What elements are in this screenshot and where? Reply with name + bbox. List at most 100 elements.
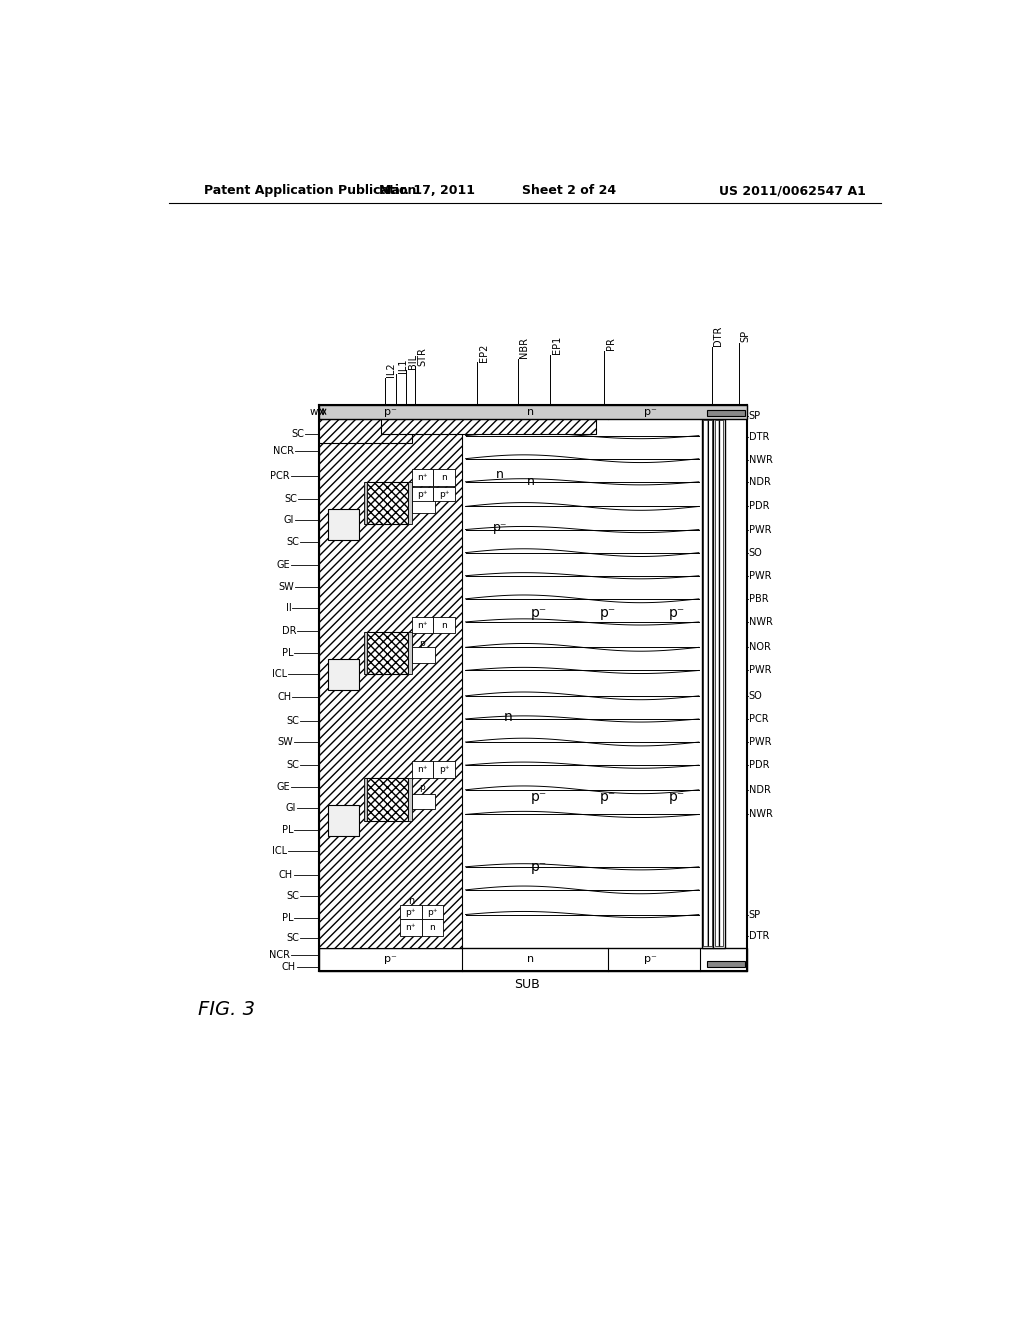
Bar	[412, 487, 433, 502]
Text: CH: CH	[279, 870, 293, 879]
Text: NWR: NWR	[749, 809, 773, 820]
Bar	[422, 906, 443, 919]
Bar	[366, 632, 408, 675]
Text: p⁻: p⁻	[600, 606, 616, 619]
Text: n⁺: n⁺	[417, 473, 428, 482]
Text: PDR: PDR	[749, 502, 769, 511]
Text: NBR: NBR	[519, 337, 529, 358]
Bar	[412, 793, 435, 809]
Bar	[707, 411, 745, 416]
Text: GE: GE	[276, 560, 290, 570]
Text: p⁻: p⁻	[530, 791, 547, 804]
Bar	[408, 779, 412, 821]
Text: n⁺: n⁺	[417, 766, 428, 775]
Bar	[319, 948, 746, 970]
Bar	[329, 805, 359, 836]
Text: GI: GI	[284, 515, 294, 525]
Text: n⁺: n⁺	[406, 923, 416, 932]
Text: n⁺: n⁺	[417, 620, 428, 630]
Text: NOR: NOR	[749, 643, 771, 652]
Text: DTR: DTR	[714, 326, 723, 346]
Text: p⁻: p⁻	[644, 407, 656, 417]
Text: Mar. 17, 2011: Mar. 17, 2011	[379, 185, 475, 197]
Bar	[400, 919, 422, 936]
Text: n: n	[408, 896, 414, 907]
Bar	[319, 418, 412, 444]
Text: NCR: NCR	[269, 950, 290, 961]
Text: NWR: NWR	[749, 455, 773, 465]
Bar	[412, 762, 433, 779]
Bar	[703, 420, 712, 946]
Text: p⁺: p⁺	[417, 490, 428, 499]
Bar	[433, 487, 455, 502]
Text: n: n	[497, 467, 504, 480]
Text: p⁻: p⁻	[600, 791, 616, 804]
Bar	[329, 508, 359, 540]
Text: ICL: ICL	[271, 846, 287, 857]
Text: SC: SC	[287, 715, 299, 726]
Text: NCR: NCR	[272, 446, 294, 455]
Bar	[319, 418, 462, 948]
Bar	[400, 906, 422, 919]
Text: p⁻: p⁻	[384, 954, 397, 964]
Text: p⁻: p⁻	[530, 606, 547, 619]
Text: PCR: PCR	[749, 714, 768, 723]
Bar	[329, 659, 359, 689]
Text: n: n	[527, 475, 535, 488]
Text: BIL: BIL	[408, 354, 418, 370]
Text: NWR: NWR	[749, 616, 773, 627]
Text: n: n	[429, 923, 435, 932]
Text: p⁻: p⁻	[384, 407, 397, 417]
Text: DR: DR	[282, 626, 296, 636]
Bar	[408, 482, 412, 524]
Text: PWR: PWR	[749, 570, 771, 581]
Text: Sheet 2 of 24: Sheet 2 of 24	[522, 185, 616, 197]
Text: DTR: DTR	[749, 931, 769, 941]
Text: p⁺: p⁺	[438, 490, 450, 499]
Bar	[433, 469, 455, 486]
Text: Patent Application Publication: Patent Application Publication	[204, 185, 416, 197]
Text: w: w	[309, 407, 317, 417]
Text: n: n	[504, 710, 512, 723]
Text: PDR: PDR	[749, 760, 769, 770]
Text: p⁺: p⁺	[406, 908, 416, 916]
Text: EP1: EP1	[552, 335, 562, 354]
Text: SUB: SUB	[514, 978, 540, 991]
Text: SW: SW	[279, 582, 294, 591]
Bar	[319, 405, 746, 418]
Text: p⁻: p⁻	[669, 606, 685, 619]
Text: DTR: DTR	[749, 432, 769, 442]
Bar	[364, 779, 367, 821]
Bar	[714, 418, 725, 948]
Bar	[408, 632, 412, 675]
Text: PL: PL	[282, 648, 293, 657]
Text: SC: SC	[287, 891, 299, 902]
Text: p: p	[420, 783, 425, 792]
Text: NDR: NDR	[749, 477, 771, 487]
Bar	[381, 418, 596, 434]
Text: p⁺: p⁺	[427, 908, 437, 916]
Text: PR: PR	[605, 337, 615, 350]
Text: SC: SC	[287, 933, 299, 942]
Text: SO: SO	[749, 548, 763, 557]
Text: n: n	[441, 620, 446, 630]
Bar	[364, 482, 367, 524]
Text: SP: SP	[740, 330, 751, 342]
Text: CH: CH	[282, 962, 296, 972]
Text: p⁻: p⁻	[493, 521, 508, 535]
Text: SP: SP	[749, 412, 761, 421]
Text: EP2: EP2	[478, 343, 488, 362]
Text: p⁻: p⁻	[669, 791, 685, 804]
Bar	[366, 482, 408, 524]
Text: NDR: NDR	[749, 785, 771, 795]
Bar	[412, 647, 435, 663]
Text: STR: STR	[417, 347, 427, 366]
Text: SO: SO	[749, 690, 763, 701]
Text: IL1: IL1	[397, 359, 408, 374]
Text: GI: GI	[286, 804, 296, 813]
Text: PWR: PWR	[749, 524, 771, 535]
Text: PCR: PCR	[270, 471, 290, 480]
Text: SP: SP	[749, 909, 761, 920]
Text: SW: SW	[278, 737, 293, 747]
Bar	[422, 919, 443, 936]
